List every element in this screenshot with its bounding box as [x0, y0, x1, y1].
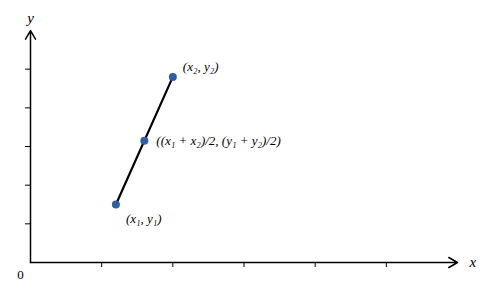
svg-text:((x₁ + x₂)/2, (y₁ + y₂)/2): ((x₁ + x₂)/2, (y₁ + y₂)/2) [156, 133, 280, 148]
svg-text:x: x [469, 254, 477, 270]
svg-text:y: y [25, 10, 34, 26]
svg-text:(x₁, y₁): (x₁, y₁) [126, 211, 162, 226]
svg-text:(x₂, y₂): (x₂, y₂) [183, 59, 219, 74]
svg-text:0: 0 [17, 267, 24, 282]
